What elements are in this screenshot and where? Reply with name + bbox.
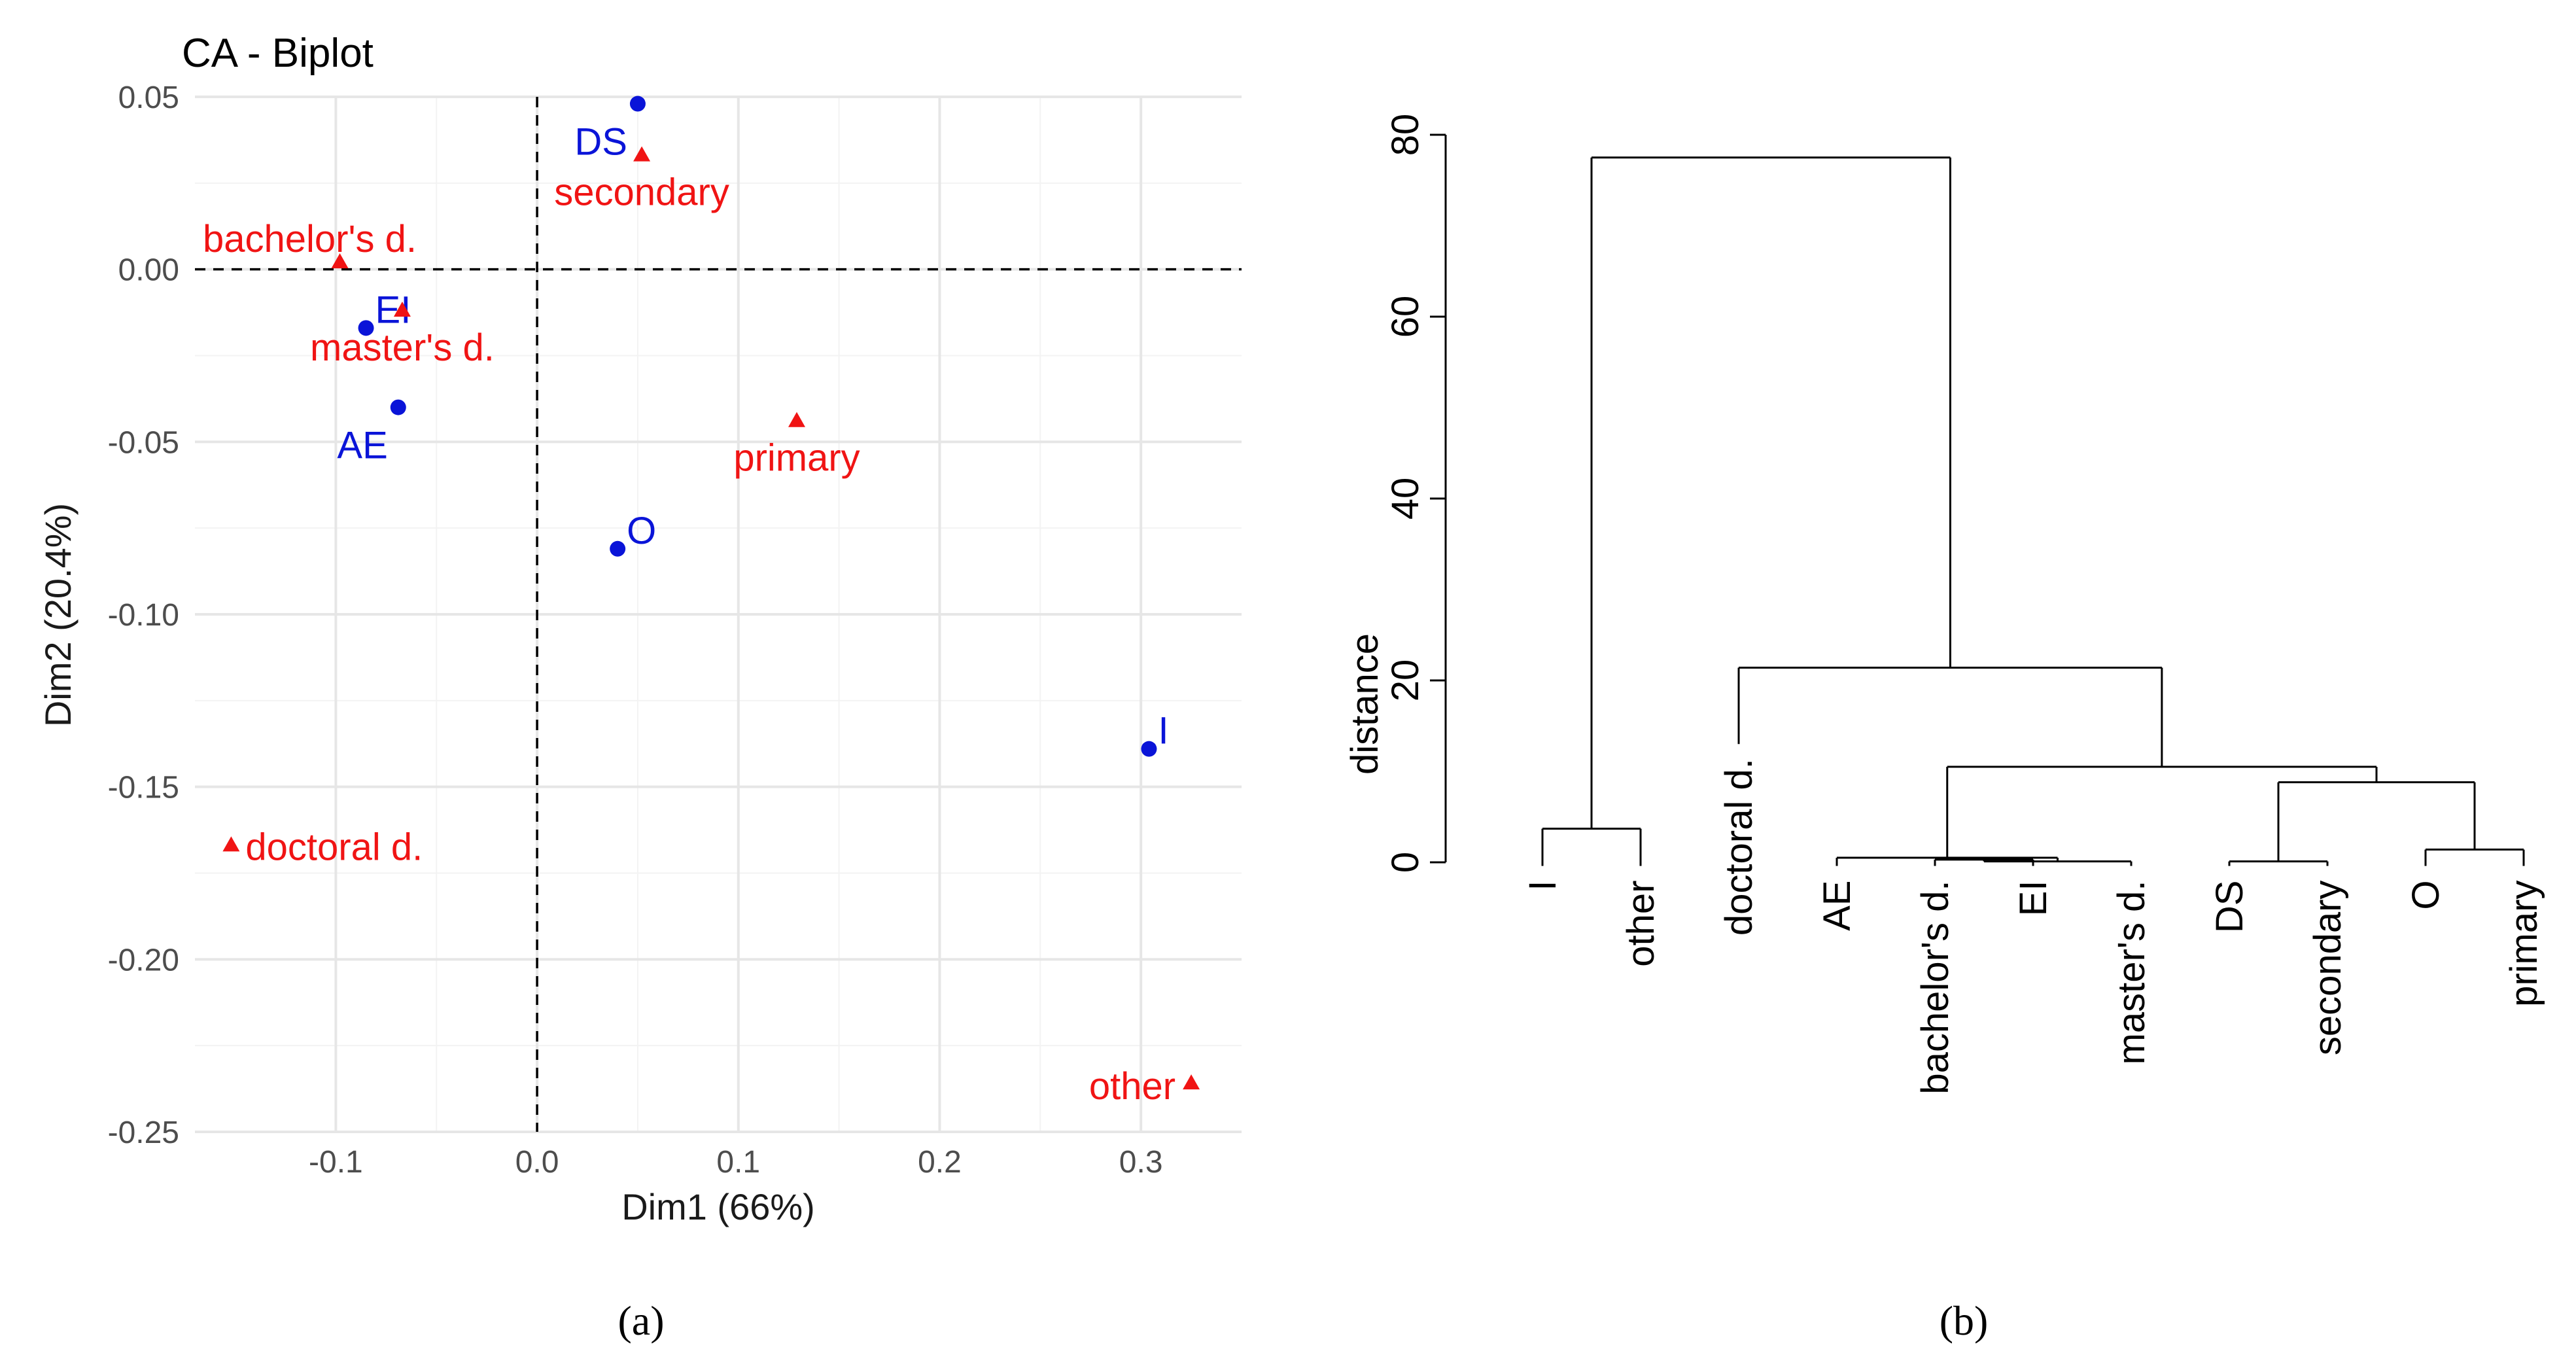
row-point-ae [390, 399, 406, 415]
column-point-primary [788, 412, 805, 427]
biplot-x-axis-label: Dim1 (66%) [621, 1186, 815, 1227]
y-tick-label: 0 [1384, 852, 1427, 873]
dendrogram-y-axis-label: distance [1344, 633, 1386, 775]
biplot-title: CA - Biplot [182, 31, 374, 76]
x-tick-label: 0.0 [515, 1145, 559, 1180]
leaf-label-other: other [1620, 881, 1662, 967]
point-label-ae: AE [337, 425, 387, 467]
column-point-doctoral-d- [222, 836, 240, 852]
dendrogram-y-axis: 0 20 40 60 80 [1384, 114, 1447, 873]
y-tick-label: -0.10 [108, 598, 179, 633]
y-tick-label: -0.25 [108, 1115, 179, 1150]
column-point-secondary [633, 146, 651, 162]
leaf-label-ae: AE [1816, 881, 1858, 931]
leaf-label-i: I [1522, 881, 1564, 891]
y-tick-label: -0.20 [108, 943, 179, 977]
x-tick-label: -0.1 [309, 1145, 363, 1180]
y-tick-label: 20 [1384, 659, 1427, 702]
point-label-doctoral-d-: doctoral d. [245, 826, 423, 868]
row-point-o [610, 540, 626, 557]
y-tick-label: 80 [1384, 114, 1427, 156]
row-point-i [1141, 741, 1157, 757]
figure-b-caption: (b) [1940, 1297, 1989, 1344]
biplot-tick-labels: -0.1 0.0 0.1 0.2 0.3 0.05 0.00 -0.05 -0.10 -0.15 -… [108, 80, 1163, 1180]
column-point-other [1183, 1074, 1200, 1090]
leaf-label-doctoral-d-: doctoral d. [1718, 758, 1760, 936]
dendrogram-tree [1541, 156, 2525, 866]
row-point-ds [629, 96, 646, 112]
point-label-primary: primary [733, 437, 860, 480]
ca-biplot-figure: CA - Biplot -0.1 0.0 0.1 0.2 0.3 0.05 0.00 -0.0… [37, 31, 1242, 1344]
biplot-grid [195, 96, 1242, 1133]
leaf-label-secondary: secondary [2306, 881, 2349, 1056]
figure-a-caption: (a) [618, 1297, 664, 1344]
y-tick-label: 60 [1384, 296, 1427, 338]
leaf-label-ei: EI [2012, 881, 2055, 917]
column-point-master-s-d- [393, 301, 411, 317]
y-tick-label: 40 [1384, 478, 1427, 520]
biplot-y-axis-label: Dim2 (20.4%) [37, 503, 78, 727]
point-label-o: O [627, 510, 656, 552]
point-label-i: I [1158, 710, 1168, 752]
point-label-other: other [1089, 1065, 1175, 1108]
leaf-label-bachelor-s-d-: bachelor's d. [1914, 881, 1957, 1095]
point-label-master-s-d-: master's d. [310, 326, 495, 369]
y-tick-label: 0.05 [118, 80, 179, 115]
leaf-label-o: O [2405, 881, 2447, 910]
y-tick-label: -0.15 [108, 771, 179, 805]
x-tick-label: 0.1 [716, 1145, 760, 1180]
point-label-secondary: secondary [554, 171, 729, 214]
leaf-label-primary: primary [2503, 881, 2545, 1007]
point-label-bachelor-s-d-: bachelor's d. [203, 218, 417, 260]
leaf-label-master-s-d-: master's d. [2110, 881, 2153, 1065]
x-tick-label: 0.3 [1119, 1145, 1163, 1180]
x-tick-label: 0.2 [918, 1145, 962, 1180]
column-point-bachelor-s-d- [331, 253, 349, 269]
y-tick-label: 0.00 [118, 253, 179, 288]
row-point-ei [358, 320, 374, 336]
leaf-label-ds: DS [2208, 881, 2251, 934]
y-tick-label: -0.05 [108, 425, 179, 460]
point-label-ds: DS [574, 121, 627, 164]
